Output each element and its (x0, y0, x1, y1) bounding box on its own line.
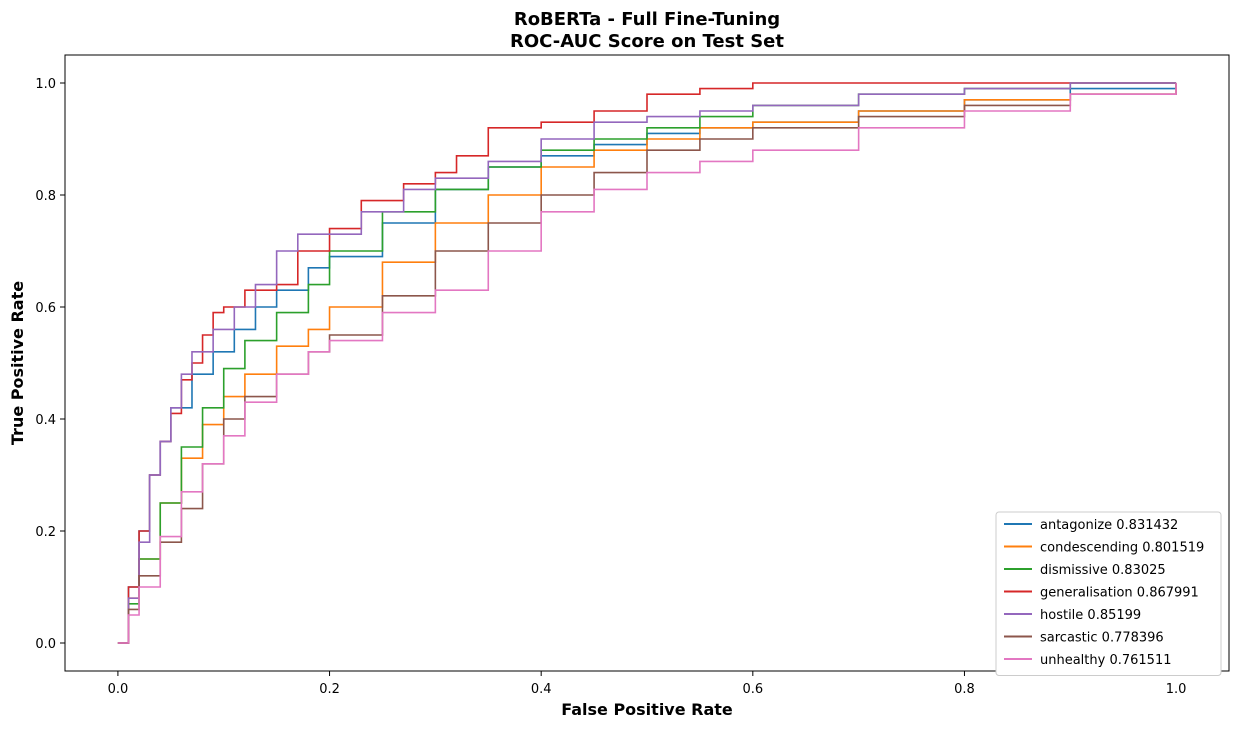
legend-entry: dismissive 0.83025 (1040, 563, 1166, 578)
x-tick-label: 1.0 (1166, 682, 1187, 697)
x-tick-label: 0.0 (108, 682, 129, 697)
x-axis-label: False Positive Rate (561, 700, 733, 719)
x-tick-label: 0.2 (319, 682, 340, 697)
legend: antagonize 0.831432 condescending 0.80151… (995, 511, 1222, 676)
y-tick-label: 1.0 (35, 77, 56, 92)
series-line (117, 83, 1177, 644)
y-tick-label: 0.2 (35, 525, 56, 540)
legend-entry: sarcastic 0.778396 (1040, 631, 1164, 646)
y-tick-label: 0.0 (35, 637, 56, 652)
legend-entry: condescending 0.801519 (1040, 541, 1204, 556)
chart-title: RoBERTa - Full Fine-Tuning (514, 9, 780, 30)
y-axis-label: True Positive Rate (8, 281, 27, 445)
y-tick-label: 0.4 (35, 413, 56, 428)
y-tick-label: 0.8 (35, 189, 56, 204)
legend-entry: unhealthy 0.761511 (1040, 653, 1172, 668)
series-line (117, 82, 1177, 644)
x-tick-label: 0.6 (742, 682, 763, 697)
x-axis-ticks: 0.0 0.2 0.4 0.6 0.8 1.0 (108, 671, 1187, 697)
x-tick-label: 0.8 (954, 682, 975, 697)
series-lines (117, 82, 1177, 644)
plot-frame (64, 54, 1230, 672)
y-tick-label: 0.6 (35, 301, 56, 316)
legend-box (995, 511, 1222, 676)
legend-entry: antagonize 0.831432 (1040, 518, 1178, 533)
legend-entry: hostile 0.85199 (1040, 608, 1141, 623)
chart-subtitle: ROC-AUC Score on Test Set (510, 31, 784, 52)
legend-entry: generalisation 0.867991 (1040, 586, 1199, 601)
x-tick-label: 0.4 (531, 682, 552, 697)
y-axis-ticks: 0.0 0.2 0.4 0.6 0.8 1.0 (35, 77, 65, 652)
